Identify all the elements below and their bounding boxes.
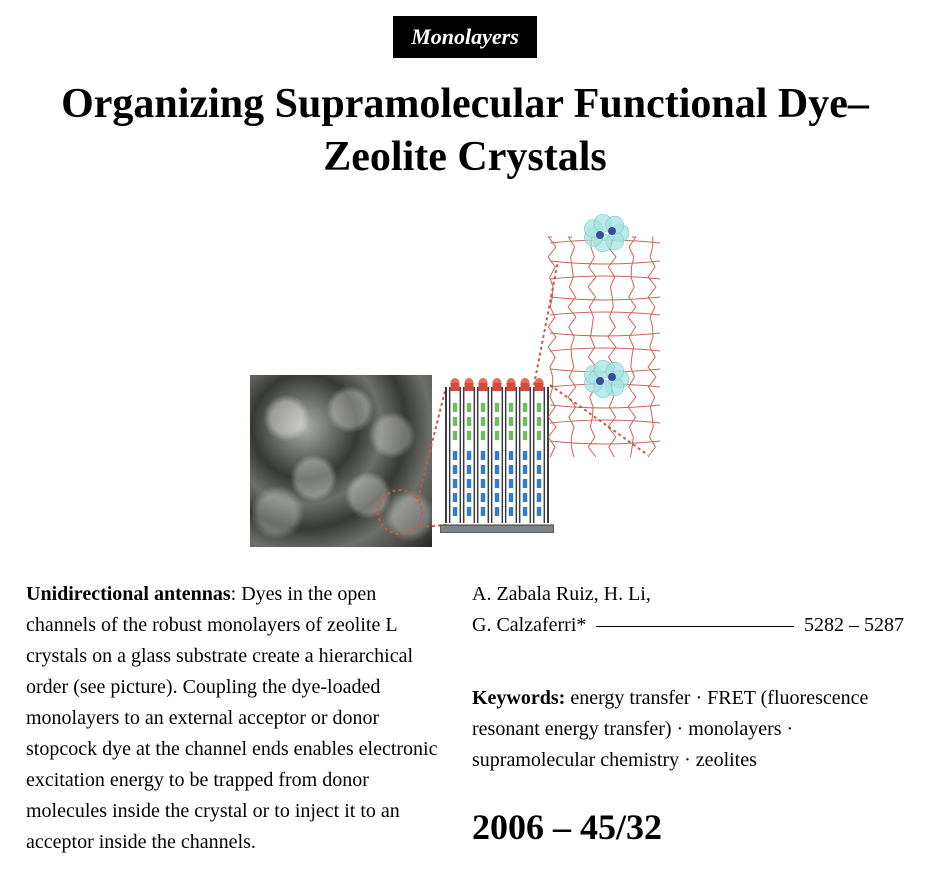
authors-line1: A. Zabala Ruiz, H. Li, [472, 579, 904, 610]
author-page-rule [596, 626, 794, 627]
abstract: Unidirectional antennas: Dyes in the ope… [26, 579, 444, 858]
keywords: Keywords: energy transfer · FRET (fluore… [472, 683, 904, 776]
year-issue: 2006 – 45/32 [472, 800, 904, 856]
page-range: 5282 – 5287 [804, 610, 904, 641]
lattice-diagram [530, 207, 680, 467]
authors-line2: G. Calzaferri* [472, 610, 586, 641]
article-title: Organizing Supramolecular Functional Dye… [26, 78, 904, 183]
keywords-label: Keywords: [472, 687, 565, 709]
figure [250, 207, 680, 547]
authors-block: A. Zabala Ruiz, H. Li, G. Calzaferri* 52… [472, 579, 904, 641]
abstract-body: : Dyes in the open channels of the robus… [26, 583, 438, 853]
abstract-lead: Unidirectional antennas [26, 583, 231, 605]
category-badge: Monolayers [393, 16, 537, 58]
